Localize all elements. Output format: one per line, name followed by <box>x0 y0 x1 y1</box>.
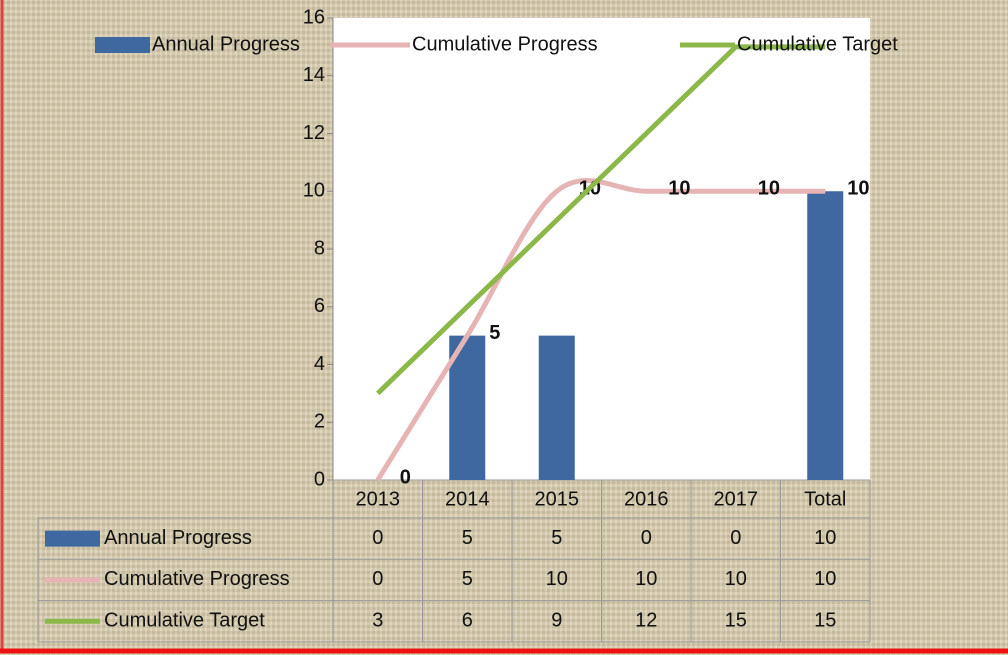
table-cell: 5 <box>462 527 473 549</box>
table-cell: 10 <box>725 568 747 590</box>
legend-key <box>95 37 150 53</box>
table-cell: 0 <box>372 568 383 590</box>
table-cell: 9 <box>551 610 562 632</box>
table-cell: 3 <box>372 610 383 632</box>
y-tick-label: 6 <box>314 295 325 317</box>
data-label: 0 <box>400 466 411 488</box>
y-tick-label: 2 <box>314 411 325 433</box>
table-row-label: Annual Progress <box>104 527 252 549</box>
x-tick-label: 2014 <box>445 488 490 510</box>
legend-key <box>45 530 100 547</box>
x-tick-label: 2015 <box>535 488 580 510</box>
table-cell: 0 <box>730 527 741 549</box>
table-cell: 6 <box>462 610 473 632</box>
y-tick-label: 0 <box>314 468 325 490</box>
table-cell: 12 <box>635 610 657 632</box>
x-tick-label: Total <box>804 488 846 510</box>
bar <box>538 335 575 480</box>
table-cell: 10 <box>546 568 568 590</box>
y-tick-label: 4 <box>314 353 325 375</box>
table-cell: 15 <box>814 610 836 632</box>
table-cell: 10 <box>814 568 836 590</box>
data-label: 10 <box>758 178 780 200</box>
plot-area <box>333 18 870 480</box>
table-cell: 0 <box>641 527 652 549</box>
x-tick-label: 2013 <box>356 488 401 510</box>
y-tick-label: 8 <box>314 237 325 259</box>
y-tick-label: 10 <box>303 180 325 202</box>
data-label: 5 <box>489 322 500 344</box>
table-cell: 5 <box>462 568 473 590</box>
y-tick-label: 12 <box>303 122 325 144</box>
x-tick-label: 2017 <box>714 488 759 510</box>
data-label: 10 <box>847 178 869 200</box>
data-label: 10 <box>668 178 690 200</box>
legend-label: Cumulative Progress <box>412 33 598 55</box>
legend-label: Annual Progress <box>152 33 300 55</box>
y-tick-label: 14 <box>303 64 325 86</box>
table-row-label: Cumulative Target <box>104 610 265 632</box>
line <box>376 44 826 396</box>
table-cell: 15 <box>725 610 747 632</box>
table-cell: 10 <box>814 527 836 549</box>
x-tick-label: 2016 <box>624 488 669 510</box>
table-cell: 0 <box>372 527 383 549</box>
table-cell: 10 <box>635 568 657 590</box>
table-cell: 5 <box>551 527 562 549</box>
table-row-label: Cumulative Progress <box>104 568 290 590</box>
legend-label: Cumulative Target <box>737 33 898 55</box>
y-tick-label: 16 <box>303 6 325 28</box>
line <box>375 178 826 482</box>
bar <box>807 191 844 480</box>
